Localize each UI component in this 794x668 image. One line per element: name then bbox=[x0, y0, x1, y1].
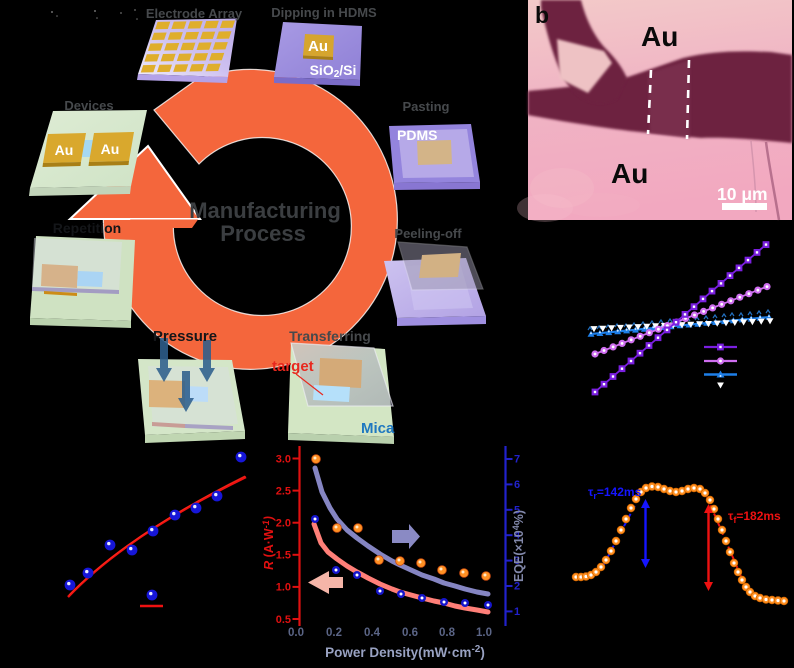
svg-text:Au: Au bbox=[101, 141, 120, 157]
svg-text:0.0: 0.0 bbox=[288, 627, 304, 639]
svg-text:1.5: 1.5 bbox=[276, 550, 291, 562]
svg-text:2.0: 2.0 bbox=[276, 518, 291, 530]
svg-text:τr=142ms: τr=142ms bbox=[588, 485, 642, 501]
svg-text:Process: Process bbox=[220, 221, 306, 246]
svg-text:0.6: 0.6 bbox=[402, 627, 418, 639]
svg-text:τf=182ms: τf=182ms bbox=[728, 509, 781, 525]
svg-text:3: 3 bbox=[514, 555, 520, 567]
svg-text:1: 1 bbox=[514, 606, 520, 618]
svg-text:Power Density(mW·cm-2): Power Density(mW·cm-2) bbox=[325, 644, 485, 660]
svg-text:target: target bbox=[272, 358, 314, 375]
svg-text:Transferring: Transferring bbox=[289, 328, 371, 344]
svg-text:0.4: 0.4 bbox=[364, 627, 381, 639]
svg-text:Au: Au bbox=[641, 21, 678, 52]
svg-text:Repetition: Repetition bbox=[53, 220, 121, 236]
svg-text:3.0: 3.0 bbox=[276, 453, 291, 465]
svg-text:Au: Au bbox=[308, 38, 328, 55]
svg-text:Electrode Array: Electrode Array bbox=[146, 6, 243, 21]
svg-text:1.0: 1.0 bbox=[476, 627, 492, 639]
svg-text:Au: Au bbox=[55, 142, 74, 158]
svg-text:Au: Au bbox=[611, 158, 648, 189]
svg-text:1.0: 1.0 bbox=[276, 582, 291, 594]
svg-text:10 μm: 10 μm bbox=[717, 184, 768, 204]
svg-text:4: 4 bbox=[514, 530, 521, 542]
svg-text:2: 2 bbox=[514, 581, 520, 593]
svg-text:Peeling-off: Peeling-off bbox=[394, 226, 462, 241]
svg-text:5: 5 bbox=[514, 504, 520, 516]
svg-text:Mica: Mica bbox=[361, 420, 395, 437]
svg-text:EQE(×104%): EQE(×104%) bbox=[511, 510, 526, 582]
svg-text:0.2: 0.2 bbox=[326, 627, 342, 639]
svg-text:Devices: Devices bbox=[64, 98, 113, 113]
svg-text:SiO2/Si: SiO2/Si bbox=[310, 62, 357, 80]
svg-text:Manufacturing: Manufacturing bbox=[189, 198, 341, 223]
svg-text:b: b bbox=[535, 2, 549, 28]
svg-text:Pasting: Pasting bbox=[403, 99, 450, 114]
svg-text:R (A·W-1): R (A·W-1) bbox=[261, 516, 276, 570]
svg-text:PDMS: PDMS bbox=[397, 127, 437, 143]
svg-text:0.5: 0.5 bbox=[276, 614, 291, 626]
svg-text:2.5: 2.5 bbox=[276, 485, 291, 497]
svg-text:Dipping in HDMS: Dipping in HDMS bbox=[271, 5, 377, 20]
svg-text:Pressure: Pressure bbox=[153, 328, 217, 345]
svg-text:7: 7 bbox=[514, 454, 520, 466]
svg-text:0.8: 0.8 bbox=[439, 627, 456, 639]
svg-text:6: 6 bbox=[514, 479, 520, 491]
